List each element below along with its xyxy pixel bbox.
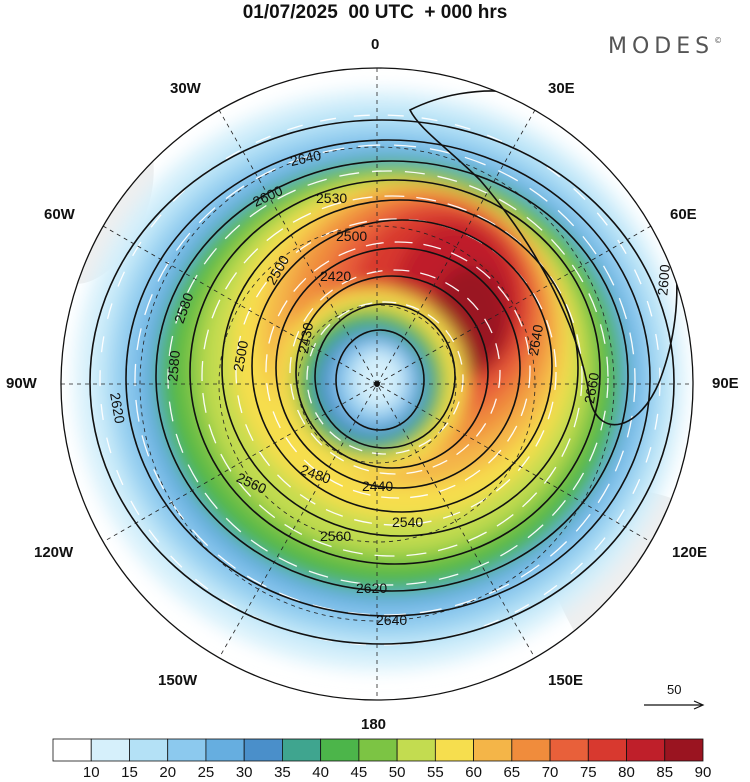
colorbar-tick-label: 10 [82,764,100,781]
lon-label-30w: 30W [170,80,201,97]
lon-label-120e: 120E [672,544,708,561]
brand-mark: © [714,36,723,45]
colorbar-tick-label: 90 [694,764,712,781]
colorbar-swatch [243,738,283,762]
colorbar-swatch [587,738,627,762]
colorbar-tick-label: 80 [618,764,635,781]
colorbar-tick-label: 50 [388,764,406,781]
contour-label: 2420 [320,268,352,284]
colorbar-swatch [129,738,169,762]
contour-label: 2540 [392,514,424,530]
map-frame [60,67,694,701]
lon-label-60w: 60W [44,206,75,223]
colorbar-tick-label: 45 [350,764,368,781]
colorbar-swatch [473,738,513,762]
contour-label: 2600 [654,263,673,297]
colorbar-swatch [511,738,551,762]
reference-arrow-icon [644,700,705,710]
colorbar-swatch [396,738,436,762]
lon-label-30e: 30E [548,80,575,97]
colorbar-swatch [434,738,474,762]
contour-label: 2640 [376,612,408,628]
colorbar-swatch [90,738,130,762]
contour-label: 2580 [164,349,183,383]
colorbar-tick-label: 55 [427,764,444,781]
colorbar-swatch [167,738,207,762]
colorbar-tick-label: 35 [274,764,291,781]
colorbar-tick-label: 30 [235,764,253,781]
colorbar-tick-label: 75 [579,764,597,781]
colorbar-tick-label: 15 [121,764,138,781]
colorbar-tick-label: 65 [503,764,521,781]
colorbar-tick-label: 85 [656,764,674,781]
colorbar-swatch [664,738,704,762]
contour-label: 2530 [316,190,348,206]
brand-logo: MODES© [608,34,722,59]
colorbar-swatch [549,738,589,762]
contour-label: 2440 [362,478,394,494]
colorbar-tick-label: 20 [159,764,177,781]
lon-label-150w: 150W [158,672,198,689]
colorbar-swatch [282,738,322,762]
lon-label-180: 180 [361,716,387,733]
brand-text: MODES [608,34,715,59]
contour-label: 2500 [336,228,368,244]
colorbar-tick-label: 70 [541,764,559,781]
lon-label-0: 0 [371,36,380,53]
colorbar-swatch [320,738,360,762]
lon-label-120w: 120W [34,544,74,561]
colorbar-swatch [358,738,398,762]
colorbar-tick-label: 40 [312,764,329,781]
colorbar-swatch [626,738,666,762]
graticule [61,68,693,700]
contour-label: 2620 [356,580,388,596]
colorbar [52,738,704,762]
contour-label: 2560 [320,528,352,544]
lon-label-150e: 150E [548,672,584,689]
colorbar-swatch [205,738,245,762]
lon-label-60e: 60E [670,206,697,223]
lon-label-90w: 90W [6,375,37,392]
colorbar-tick-label: 25 [197,764,215,781]
map-title: 01/07/2025 00 UTC + 000 hrs [242,2,508,23]
colorbar-swatch [52,738,92,762]
reference-vector-label: 50 [667,682,682,697]
colorbar-tick-label: 60 [465,764,482,781]
lon-label-90e: 90E [712,375,739,392]
